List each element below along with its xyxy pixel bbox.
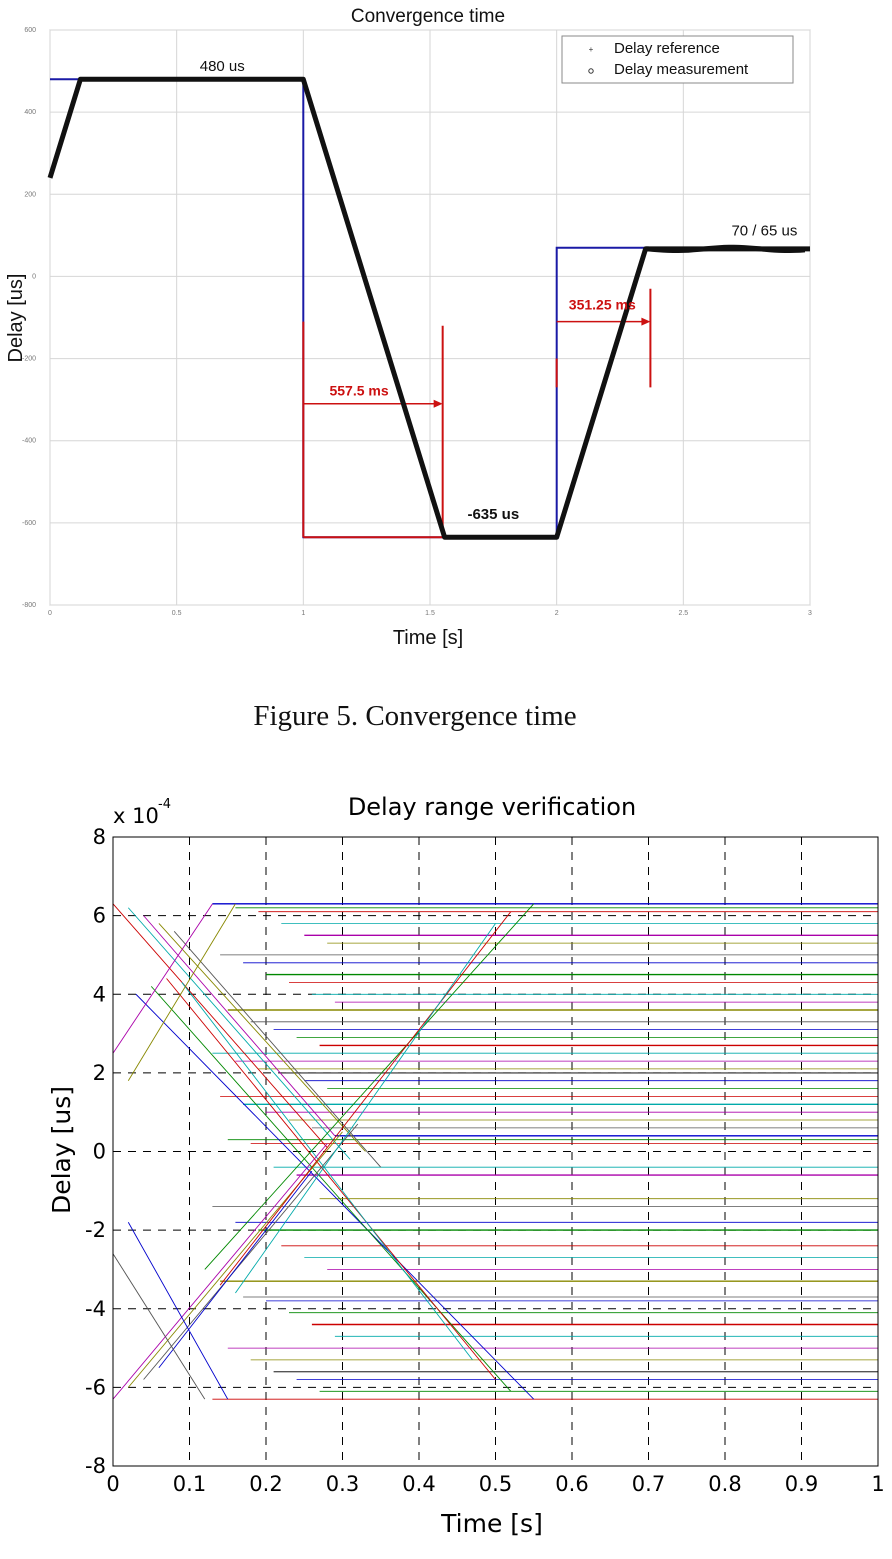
x-tick-label: 1: [301, 610, 305, 617]
ramp-line: [127, 903, 236, 1081]
convergence-time-chart: 0 0.5 1 1.5 2 2.5 3 600 400 200 0 -200 -400 -600 -800 C…: [5, 6, 812, 649]
y-tick-label: -2: [85, 1218, 106, 1242]
x-tick-label: 1.5: [425, 610, 435, 617]
ramp-line: [235, 923, 496, 1294]
ramp-line: [158, 923, 366, 1152]
x-tick-label: 1: [871, 1472, 884, 1496]
x-tick-label: 2.5: [678, 610, 688, 617]
legend-marker-reference: +: [589, 45, 594, 54]
ramp-line: [127, 1131, 343, 1388]
y-tick-label: -6: [85, 1375, 106, 1399]
y-tick-label: 0: [32, 273, 36, 280]
x-axis-label: Time [s]: [440, 1509, 543, 1538]
x-tick-label: 0.8: [708, 1472, 741, 1496]
arrow-head: [641, 317, 651, 326]
ramp-line: [143, 1123, 359, 1380]
y-tick-label: -8: [85, 1454, 106, 1478]
chart-title: Convergence time: [351, 6, 505, 27]
ramp-line: [158, 1170, 313, 1368]
ramp-line: [127, 1222, 229, 1400]
annotation: 480 us: [200, 58, 245, 75]
y-tick-label: -600: [22, 520, 36, 527]
annotation: 557.5 ms: [329, 383, 388, 399]
ramp-line: [173, 931, 382, 1168]
axes-box: [112, 836, 879, 1467]
y-scale-exponent: -4: [158, 797, 171, 812]
ramp-line: [219, 911, 512, 1286]
y-tick-label: 6: [93, 904, 106, 928]
figure-caption: Figure 5. Convergence time: [253, 700, 577, 732]
y-tick-label: -800: [22, 602, 36, 609]
series-delay-measurement: [47, 76, 810, 540]
x-tick-label: 0: [106, 1472, 119, 1496]
y-tick-label: 2: [93, 1061, 106, 1085]
x-tick-label: 0.7: [632, 1472, 665, 1496]
ramp-line: [112, 1253, 206, 1400]
annotation: 351.25 ms: [569, 296, 636, 312]
ramp-line: [166, 978, 496, 1380]
y-tick-label: 0: [93, 1140, 106, 1164]
x-tick-label: 0.2: [249, 1472, 282, 1496]
x-tick-label: 0.5: [172, 610, 182, 617]
y-tick-label: -400: [22, 438, 36, 445]
x-tick-label: 0.1: [173, 1472, 206, 1496]
y-tick-label: -200: [22, 356, 36, 363]
y-axis-label: Delay [us]: [47, 1086, 76, 1214]
legend-box: [561, 35, 794, 84]
annotation: -635 us: [467, 506, 519, 523]
legend-entry: Delay reference: [614, 40, 720, 57]
legend-marker-measurement: [588, 68, 594, 74]
y-tick-label: 4: [93, 982, 106, 1006]
legend-entry: Delay measurement: [614, 61, 749, 78]
ramp-line: [112, 903, 213, 1054]
x-tick-label: 0.4: [402, 1472, 435, 1496]
x-tick-label: 0.3: [326, 1472, 359, 1496]
y-tick-label: -4: [85, 1297, 106, 1321]
ramp-line: [127, 907, 351, 1160]
x-tick-label: 0.6: [555, 1472, 588, 1496]
y-tick-label: 200: [24, 191, 36, 198]
x-tick-label: 2: [555, 610, 559, 617]
ramp-line: [112, 1143, 328, 1400]
y-tick-label: 8: [93, 825, 106, 849]
ramp-line: [112, 903, 328, 1148]
chart-title: Delay range verification: [348, 793, 636, 821]
x-tick-label: 0: [48, 610, 52, 617]
x-axis-label: Time [s]: [393, 627, 463, 649]
ramp-line: [143, 915, 336, 1137]
x-tick-label: 0.5: [479, 1472, 512, 1496]
y-tick-label: 400: [24, 109, 36, 116]
arrow-head: [433, 399, 443, 408]
y-scale-factor: x 10: [113, 804, 159, 828]
ramp-line: [150, 986, 512, 1392]
ramp-line: [204, 903, 535, 1270]
x-tick-label: 3: [808, 610, 812, 617]
ramp-line: [135, 993, 535, 1400]
y-tick-label: 600: [24, 27, 36, 34]
x-tick-label: 0.9: [785, 1472, 818, 1496]
measurement-ripple: [645, 244, 806, 253]
annotation: 70 / 65 us: [731, 222, 797, 239]
y-axis-label: Delay [us]: [5, 274, 27, 363]
ramp-line: [181, 982, 473, 1361]
